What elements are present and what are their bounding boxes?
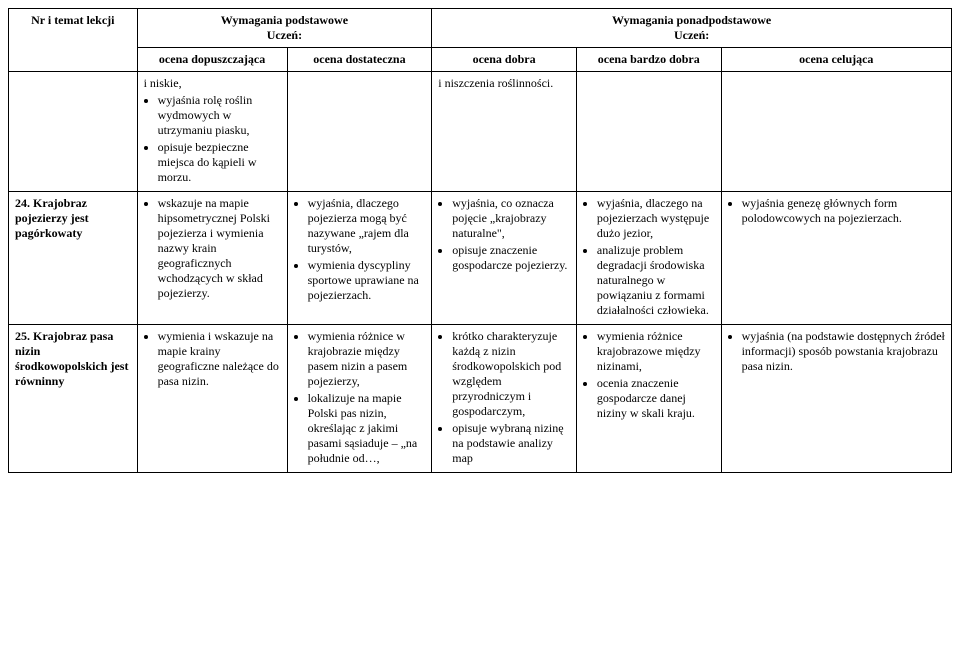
header-grade3: ocena dobra (432, 48, 577, 72)
r24-c5-li2: analizuje problem degradacji środowiska … (597, 243, 715, 318)
header-lesson: Nr i temat lekcji (9, 9, 138, 72)
r25-title: 25. Krajobraz pasa nizin środkowopolskic… (9, 325, 138, 473)
header-advanced: Wymagania ponadpodstawowe Uczeń: (432, 9, 952, 48)
r25-c5-li2: ocenia znaczenie gospodarcze danej nizin… (597, 376, 715, 421)
r24-c6: wyjaśnia genezę głównych form polodowcow… (721, 192, 951, 325)
r25-c3-li1: wymienia różnice w krajobrazie między pa… (308, 329, 426, 389)
header-adv-l1: Wymagania ponadpodstawowe (438, 13, 945, 28)
header-grade2: ocena dostateczna (287, 48, 432, 72)
r25-c3: wymienia różnice w krajobrazie między pa… (287, 325, 432, 473)
r24-c2-li1: wskazuje na mapie hipsometrycznej Polski… (158, 196, 281, 301)
r24-c6-li1: wyjaśnia genezę głównych form polodowcow… (742, 196, 945, 226)
r24-c3: wyjaśnia, dlaczego pojezierza mogą być n… (287, 192, 432, 325)
row-continuation: i niskie, wyjaśnia rolę roślin wydmowych… (9, 72, 952, 192)
row-24: 24. Krajobraz pojezierzy jest pagórkowat… (9, 192, 952, 325)
r24-c4-li1: wyjaśnia, co oznacza pojęcie „krajobrazy… (452, 196, 570, 241)
header-grade4: ocena bardzo dobra (576, 48, 721, 72)
cont-c3 (287, 72, 432, 192)
header-row-2: ocena dopuszczająca ocena dostateczna oc… (9, 48, 952, 72)
header-basic-l2: Uczeń: (144, 28, 426, 43)
cont-c4: i niszczenia roślinności. (432, 72, 577, 192)
cont-c2-li3: opisuje bezpieczne miejsca do kąpieli w … (158, 140, 281, 185)
cont-c4-li1: i niszczenia roślinności. (438, 76, 570, 91)
header-adv-l2: Uczeń: (438, 28, 945, 43)
row-25: 25. Krajobraz pasa nizin środkowopolskic… (9, 325, 952, 473)
r25-c4-li2: opisuje wybraną nizinę na podstawie anal… (452, 421, 570, 466)
header-basic: Wymagania podstawowe Uczeń: (137, 9, 432, 48)
r24-c3-li1: wyjaśnia, dlaczego pojezierza mogą być n… (308, 196, 426, 256)
r24-c4: wyjaśnia, co oznacza pojęcie „krajobrazy… (432, 192, 577, 325)
r25-c6-li1: wyjaśnia (na podstawie dostępnych źródeł… (742, 329, 945, 374)
cont-c1 (9, 72, 138, 192)
cont-c2: i niskie, wyjaśnia rolę roślin wydmowych… (137, 72, 287, 192)
header-grade1: ocena dopuszczająca (137, 48, 287, 72)
r25-c4: krótko charakteryzuje każdą z nizin środ… (432, 325, 577, 473)
cont-c2-li1: i niskie, (144, 76, 281, 91)
r25-c5-li1: wymienia różnice krajobrazowe między niz… (597, 329, 715, 374)
r24-c5-li1: wyjaśnia, dlaczego na pojezierzach wystę… (597, 196, 715, 241)
r24-c4-li2: opisuje znaczenie gospodarcze pojezierzy… (452, 243, 570, 273)
cont-c2-li2: wyjaśnia rolę roślin wydmowych w utrzyma… (158, 93, 281, 138)
r24-c5: wyjaśnia, dlaczego na pojezierzach wystę… (576, 192, 721, 325)
header-row-1: Nr i temat lekcji Wymagania podstawowe U… (9, 9, 952, 48)
r25-c2: wymienia i wskazuje na mapie krainy geog… (137, 325, 287, 473)
r25-c5: wymienia różnice krajobrazowe między niz… (576, 325, 721, 473)
requirements-table: Nr i temat lekcji Wymagania podstawowe U… (8, 8, 952, 473)
r24-c2: wskazuje na mapie hipsometrycznej Polski… (137, 192, 287, 325)
r25-c2-li1: wymienia i wskazuje na mapie krainy geog… (158, 329, 281, 389)
r25-c6: wyjaśnia (na podstawie dostępnych źródeł… (721, 325, 951, 473)
header-grade5: ocena celująca (721, 48, 951, 72)
r24-title: 24. Krajobraz pojezierzy jest pagórkowat… (9, 192, 138, 325)
cont-c5 (576, 72, 721, 192)
r25-c4-li1: krótko charakteryzuje każdą z nizin środ… (452, 329, 570, 419)
r24-c3-li2: wymienia dyscypliny sportowe uprawiane n… (308, 258, 426, 303)
r25-c3-li2: lokalizuje na mapie Polski pas nizin, ok… (308, 391, 426, 466)
header-basic-l1: Wymagania podstawowe (144, 13, 426, 28)
cont-c6 (721, 72, 951, 192)
